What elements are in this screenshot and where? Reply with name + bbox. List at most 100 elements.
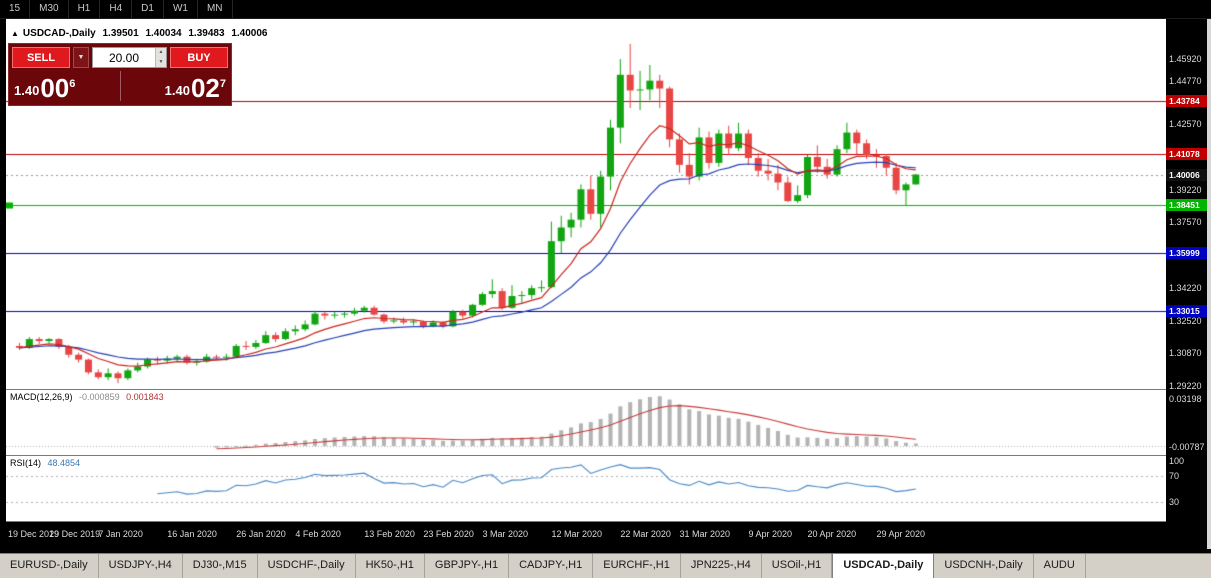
date-axis-label: 9 Apr 2020 [748, 529, 792, 539]
date-axis-label: 12 Mar 2020 [551, 529, 602, 539]
ohlc-low: 1.39483 [188, 28, 225, 39]
spinner-up-icon[interactable]: ▲ [158, 49, 164, 55]
tab-usdcad-active[interactable]: USDCAD-,Daily [832, 554, 935, 578]
rsi-axis-label: 70 [1169, 470, 1180, 481]
macd-axis-max-label: 0.03198 [1169, 394, 1202, 404]
tab-usdcnh[interactable]: USDCNH-,Daily [934, 554, 1034, 578]
ohlc-close: 1.40006 [231, 28, 268, 39]
timeframe-mn[interactable]: MN [198, 0, 233, 18]
chart-shift-icon: ▲ [11, 29, 19, 38]
date-axis-label: 20 Apr 2020 [807, 529, 857, 539]
timeframe-h1[interactable]: H1 [69, 0, 101, 18]
macd-main-value: -0.000859 [79, 392, 120, 402]
price-tick-label: 1.39220 [1169, 184, 1202, 195]
order-type-dropdown[interactable]: ▼ [73, 47, 89, 68]
bid-price[interactable]: 1.40 00 6 [14, 73, 116, 103]
macd-panel[interactable]: MACD(12,26,9) -0.000859 0.001843 [6, 389, 1166, 455]
timeframe-d1[interactable]: D1 [132, 0, 164, 18]
timeframe-bar: 15 M30 H1 H4 D1 W1 MN [0, 0, 1211, 19]
bid-pipette: 6 [69, 78, 76, 90]
tab-usoil[interactable]: USOil-,H1 [762, 554, 833, 578]
price-tick-label: 1.32520 [1169, 316, 1202, 327]
rsi-panel[interactable]: RSI(14) 48.4854 [6, 455, 1166, 521]
chart-tab-bar: EURUSD-,Daily USDJPY-,H4 DJ30-,M15 USDCH… [0, 553, 1211, 578]
rsi-axis-label: 100 [1169, 456, 1185, 466]
rsi-chart-canvas[interactable] [6, 456, 1166, 521]
tab-jpn225[interactable]: JPN225-,H4 [681, 554, 762, 578]
price-tick-label: 1.42570 [1169, 119, 1202, 130]
price-level-label: 1.35999 [1166, 246, 1207, 259]
macd-axis-min-label: -0.00787 [1169, 442, 1205, 452]
current-price-label: 1.40006 [1166, 168, 1207, 181]
ohlc-open: 1.39501 [102, 28, 139, 39]
date-axis-label: 13 Feb 2020 [364, 529, 415, 539]
date-axis-label: 31 Mar 2020 [679, 529, 731, 539]
timeframe-h4[interactable]: H4 [100, 0, 133, 18]
date-axis-label: 16 Jan 2020 [167, 529, 217, 539]
rsi-axis-label: 30 [1169, 496, 1180, 507]
rsi-indicator-label: RSI(14) 48.4854 [10, 458, 84, 468]
price-level-label: 1.41078 [1166, 147, 1207, 160]
price-level-label: 1.38451 [1166, 198, 1207, 211]
ask-pips: 02 [190, 73, 220, 103]
date-axis-label: 4 Feb 2020 [295, 529, 341, 539]
timeframe-m30[interactable]: M30 [30, 0, 69, 18]
ask-big-figure: 1.40 [164, 83, 190, 98]
date-axis-label: 7 Jan 2020 [98, 529, 143, 539]
tab-usdchf[interactable]: USDCHF-,Daily [258, 554, 356, 578]
tab-gbpjpy[interactable]: GBPJPY-,H1 [425, 554, 510, 578]
price-tick-label: 1.29220 [1169, 380, 1202, 391]
tab-hk50[interactable]: HK50-,H1 [356, 554, 425, 578]
macd-indicator-label: MACD(12,26,9) -0.000859 0.001843 [10, 392, 168, 402]
timeframe-m15[interactable]: 15 [0, 0, 31, 18]
time-axis[interactable]: 19 Dec 2019 29 Dec 2019 7 Jan 2020 16 Jan 2… [6, 521, 1166, 549]
spinner-down-icon[interactable]: ▼ [158, 58, 164, 65]
price-level-label: 1.33015 [1166, 305, 1207, 318]
price-tick-label: 1.30870 [1169, 348, 1202, 359]
price-tick-label: 1.37570 [1169, 217, 1202, 228]
price-tick-label: 1.45920 [1169, 53, 1202, 64]
tab-audusd[interactable]: AUDU [1034, 554, 1086, 578]
date-axis-label: 26 Jan 2020 [236, 529, 286, 539]
rsi-value: 48.4854 [47, 458, 81, 468]
price-axis[interactable]: 1.45920 1.44770 1.42570 1.39220 1.37570 1.342… [1166, 19, 1207, 549]
chart-symbol-label: USDCAD-,Daily [22, 28, 96, 39]
volume-input[interactable] [93, 48, 155, 67]
tab-eurchf[interactable]: EURCHF-,H1 [593, 554, 681, 578]
one-click-trading-panel: SELL ▼ ▲ ▼ BUY 1.40 00 6 [8, 43, 232, 106]
macd-name: MACD(12,26,9) [10, 392, 73, 402]
rsi-name: RSI(14) [10, 458, 42, 468]
price-tick-label: 1.44770 [1169, 76, 1202, 87]
chart-area: ▲ USDCAD-,Daily 1.39501 1.40034 1.39483 1… [6, 19, 1166, 549]
ohlc-high: 1.40034 [145, 28, 182, 39]
price-level-label: 1.43784 [1166, 94, 1207, 107]
date-axis-label: 23 Feb 2020 [423, 529, 474, 539]
tab-usdjpy[interactable]: USDJPY-,H4 [99, 554, 183, 578]
date-axis-label: 29 Dec 2019 [49, 529, 101, 539]
date-axis-label: 29 Apr 2020 [876, 529, 926, 539]
volume-spinner[interactable]: ▲ ▼ [155, 48, 166, 67]
vertical-scrollbar[interactable] [1207, 19, 1211, 549]
price-tick-label: 1.34220 [1169, 282, 1202, 293]
date-axis-label: 22 Mar 2020 [620, 529, 671, 539]
buy-button[interactable]: BUY [170, 47, 228, 68]
chevron-down-icon: ▼ [77, 54, 85, 61]
date-axis-label: 3 Mar 2020 [482, 529, 529, 539]
quote-divider [119, 71, 121, 101]
date-axis-label: 19 Dec 2019 [8, 529, 60, 539]
bid-pips: 00 [40, 73, 70, 103]
sell-button[interactable]: SELL [12, 47, 70, 68]
timeframe-w1[interactable]: W1 [164, 0, 198, 18]
ask-pipette: 7 [219, 78, 226, 90]
tab-cadjpy[interactable]: CADJPY-,H1 [509, 554, 594, 578]
macd-chart-canvas[interactable] [6, 390, 1166, 455]
macd-signal-value: 0.001843 [126, 392, 164, 402]
main-chart-panel[interactable]: ▲ USDCAD-,Daily 1.39501 1.40034 1.39483 1… [6, 19, 1166, 389]
ask-price[interactable]: 1.40 02 7 [125, 73, 226, 103]
chart-title: ▲ USDCAD-,Daily 1.39501 1.40034 1.39483 1… [11, 28, 271, 39]
tab-dj30[interactable]: DJ30-,M15 [183, 554, 258, 578]
bid-big-figure: 1.40 [14, 83, 40, 98]
tab-eurusd[interactable]: EURUSD-,Daily [0, 554, 99, 578]
volume-field[interactable]: ▲ ▼ [92, 47, 167, 68]
